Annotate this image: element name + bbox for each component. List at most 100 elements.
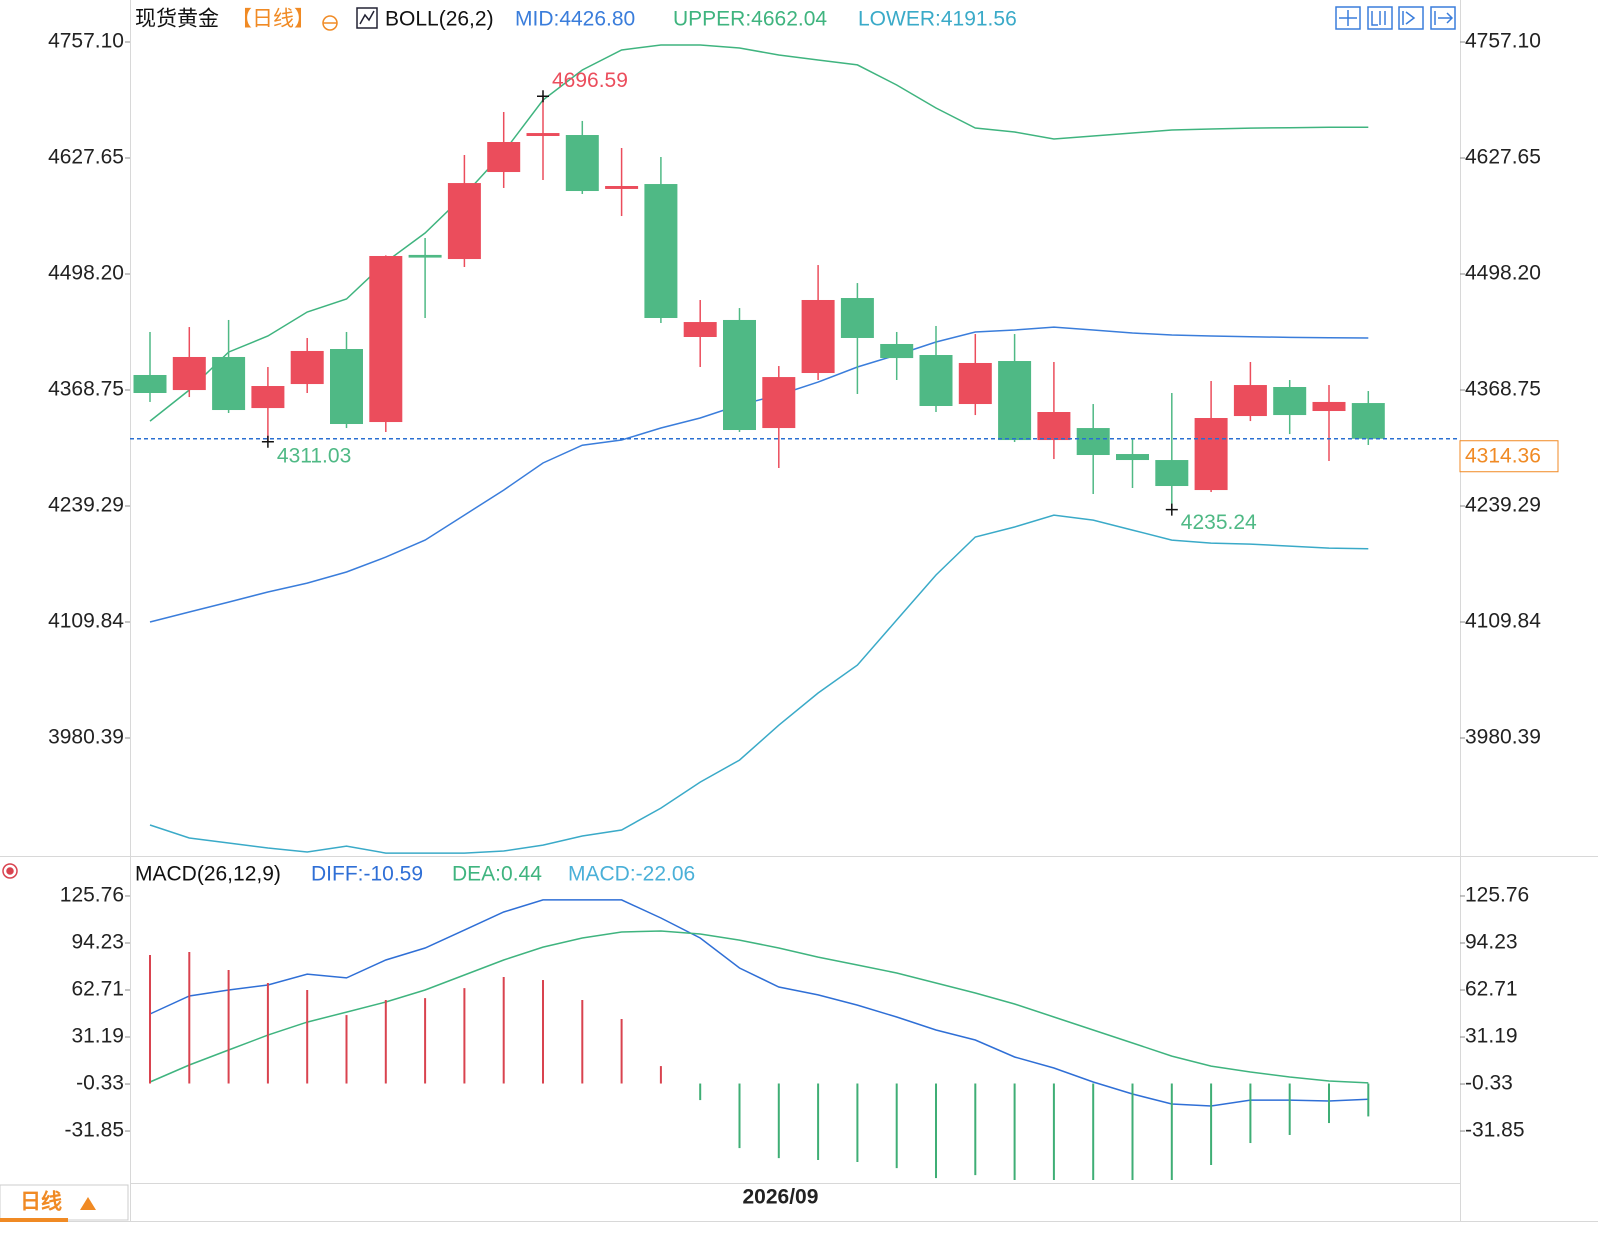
period-label[interactable]: 【日线】 — [231, 8, 315, 31]
candle-body — [447, 183, 481, 260]
last-price-box — [1459, 440, 1559, 473]
extreme-label: 4311.03 — [277, 444, 351, 467]
candle-body — [1233, 385, 1267, 417]
candle-body — [840, 298, 874, 338]
candle-body — [1076, 428, 1110, 456]
candle-body — [1116, 454, 1149, 461]
candle-body — [1351, 403, 1385, 439]
y-tick-label-right: 4368.75 — [1465, 378, 1541, 401]
legend-entry: MACD:-22.06 — [568, 863, 695, 886]
settings-icon[interactable] — [322, 15, 338, 31]
candle-body — [1194, 418, 1228, 491]
y-tick-label: 125.76 — [60, 884, 124, 907]
candle-body — [1155, 460, 1189, 487]
extreme-marker — [1165, 503, 1178, 516]
candle-body — [998, 361, 1032, 441]
frame — [0, 0, 1598, 1222]
y-tick-label: 94.23 — [71, 931, 124, 954]
candle-body — [723, 319, 756, 431]
icon-line — [359, 10, 375, 25]
y-tick-label: 4239.29 — [48, 494, 124, 517]
y-tick-label: -0.33 — [76, 1072, 124, 1095]
last-price-label: 4314.36 — [1465, 444, 1541, 467]
tool-button[interactable] — [1430, 6, 1456, 30]
boll-line — [149, 514, 1369, 854]
y-tick-label: 31.19 — [71, 1025, 124, 1048]
candle-body — [212, 356, 246, 411]
candle-body — [1273, 387, 1307, 416]
candle-body — [919, 355, 953, 406]
macd-icon[interactable] — [2, 863, 18, 879]
legend-entry: DEA:0.44 — [452, 863, 542, 886]
button-label: 日线 — [20, 1190, 62, 1214]
y-tick-label: 4757.10 — [48, 30, 124, 53]
period-button[interactable]: 日线 — [0, 1184, 129, 1222]
instrument-title: 现货黄金 — [135, 8, 219, 31]
y-tick-label-right: 125.76 — [1465, 884, 1529, 907]
legend-entry: UPPER:4662.04 — [673, 8, 827, 31]
candle-body — [487, 142, 521, 173]
y-tick-label-right: 62.71 — [1465, 978, 1518, 1001]
toolbar — [1335, 6, 1456, 30]
icon-dot — [6, 867, 14, 875]
y-tick-label: 62.71 — [71, 978, 124, 1001]
tool-button[interactable] — [1367, 6, 1393, 30]
macd-line — [149, 930, 1369, 1084]
candle-body — [1312, 401, 1346, 412]
extreme-label: 4696.59 — [552, 69, 628, 92]
candle-body — [1037, 412, 1071, 441]
y-tick-label-right: -31.85 — [1465, 1119, 1525, 1142]
legend-entry: MID:4426.80 — [515, 8, 635, 31]
y-tick-label-right: 3980.39 — [1465, 726, 1541, 749]
y-tick-label: 4368.75 — [48, 378, 124, 401]
y-tick-label: 4627.65 — [48, 146, 124, 169]
candle-body — [408, 254, 442, 258]
y-tick-label-right: -0.33 — [1465, 1072, 1513, 1095]
tool-button[interactable] — [1335, 6, 1361, 30]
button-underline — [0, 1218, 68, 1222]
legend-entry: LOWER:4191.56 — [858, 8, 1017, 31]
candle-body — [290, 350, 324, 385]
y-tick-label: 4498.20 — [48, 262, 124, 285]
y-tick-label: 3980.39 — [48, 726, 124, 749]
candle-body — [605, 186, 639, 189]
macd-line — [149, 899, 1369, 1107]
icon-box — [356, 7, 378, 29]
macd-title: MACD(26,12,9) — [135, 863, 281, 886]
y-tick-label-right: 31.19 — [1465, 1025, 1518, 1048]
boll-line — [149, 326, 1369, 623]
candle-body — [526, 133, 560, 137]
icon-ring — [2, 863, 18, 879]
boll-line — [149, 44, 1369, 422]
y-tick-label-right: 94.23 — [1465, 931, 1518, 954]
y-tick-label-right: 4627.65 — [1465, 146, 1541, 169]
y-tick-label-right: 4239.29 — [1465, 494, 1541, 517]
y-tick-label-right: 4757.10 — [1465, 30, 1541, 53]
candle-body — [880, 343, 914, 359]
candle-body — [251, 386, 285, 409]
candle-body — [172, 356, 206, 391]
candle-body — [958, 362, 992, 405]
tool-glyphs — [1339, 10, 1454, 26]
y-tick-label: 4109.84 — [48, 610, 124, 633]
candle-body — [644, 184, 678, 319]
indicator-icon[interactable] — [356, 7, 378, 29]
candle-body — [565, 135, 599, 192]
button-arrow — [80, 1197, 96, 1210]
extreme-marker — [261, 435, 274, 448]
extreme-marker — [537, 90, 549, 103]
candle-body — [330, 349, 363, 425]
candle-body — [369, 255, 403, 423]
y-tick-label-right: 4109.84 — [1465, 610, 1541, 633]
indicator-title: BOLL(26,2) — [385, 8, 494, 31]
candle-body — [133, 374, 167, 394]
y-tick-label: -31.85 — [64, 1119, 124, 1142]
candle-body — [683, 322, 717, 337]
tool-button[interactable] — [1398, 6, 1424, 30]
y-tick-label-right: 4498.20 — [1465, 262, 1541, 285]
candle-body — [762, 377, 796, 429]
legend-entry: DIFF:-10.59 — [311, 863, 423, 886]
candle-body — [801, 299, 835, 374]
